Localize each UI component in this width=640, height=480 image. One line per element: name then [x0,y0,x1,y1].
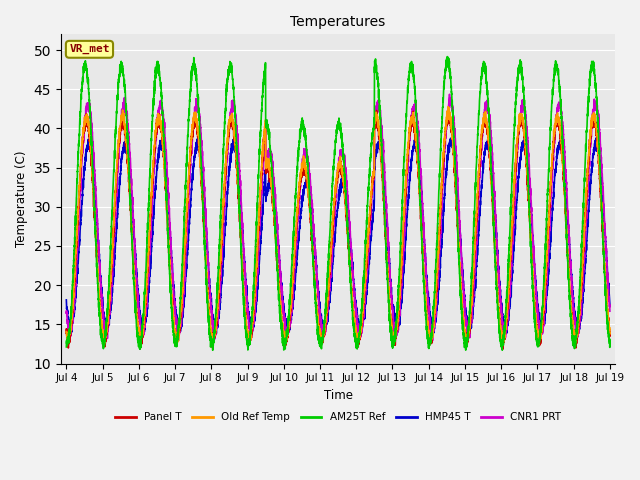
AM25T Ref [63,344,70,350]
Old Ref Temp [63,329,70,335]
Panel T [372,108,380,113]
X-axis label: Time: Time [324,389,353,402]
HMP45 T [418,188,426,194]
HMP45 T [458,249,465,255]
AM25T Ref [209,348,216,353]
AM25T Ref [444,54,451,60]
CNR1 PRT [63,310,70,316]
Old Ref Temp [561,200,569,206]
Y-axis label: Temperature (C): Temperature (C) [15,151,28,247]
CNR1 PRT [417,173,425,179]
Panel T [561,203,569,208]
Panel T [417,220,425,226]
HMP45 T [63,297,70,303]
Old Ref Temp [100,342,108,348]
Line: HMP45 T: HMP45 T [67,137,610,338]
Title: Temperatures: Temperatures [291,15,386,29]
HMP45 T [244,302,252,308]
Panel T [379,185,387,191]
Panel T [244,328,252,334]
CNR1 PRT [445,91,453,97]
CNR1 PRT [244,313,252,319]
HMP45 T [379,164,387,169]
Text: VR_met: VR_met [69,44,109,54]
Old Ref Temp [417,223,425,229]
Panel T [499,346,507,352]
HMP45 T [194,134,202,140]
Old Ref Temp [379,181,387,187]
AM25T Ref [215,260,223,266]
Legend: Panel T, Old Ref Temp, AM25T Ref, HMP45 T, CNR1 PRT: Panel T, Old Ref Temp, AM25T Ref, HMP45 … [111,408,565,427]
HMP45 T [606,302,614,308]
AM25T Ref [244,347,252,353]
HMP45 T [355,335,363,341]
CNR1 PRT [606,308,614,314]
Line: AM25T Ref: AM25T Ref [67,57,610,350]
AM25T Ref [561,196,569,202]
HMP45 T [561,180,569,185]
HMP45 T [215,313,223,319]
CNR1 PRT [429,338,436,344]
Line: CNR1 PRT: CNR1 PRT [67,94,610,341]
Old Ref Temp [444,104,452,109]
CNR1 PRT [458,250,465,255]
CNR1 PRT [214,306,222,312]
AM25T Ref [417,224,425,230]
AM25T Ref [606,341,614,347]
Panel T [457,286,465,291]
Panel T [214,296,222,302]
AM25T Ref [379,171,387,177]
Old Ref Temp [458,286,465,292]
Line: Panel T: Panel T [67,110,610,349]
Panel T [606,332,614,338]
AM25T Ref [458,302,465,308]
Old Ref Temp [244,333,252,339]
Old Ref Temp [606,331,614,336]
CNR1 PRT [379,138,387,144]
Line: Old Ref Temp: Old Ref Temp [67,107,610,345]
Old Ref Temp [215,288,223,293]
Panel T [63,326,70,332]
CNR1 PRT [561,159,569,165]
